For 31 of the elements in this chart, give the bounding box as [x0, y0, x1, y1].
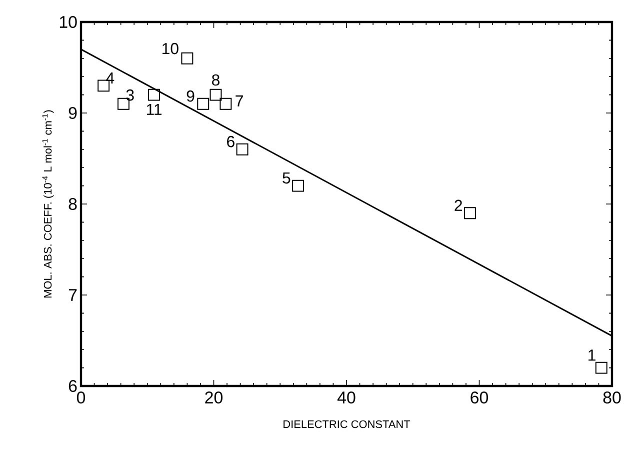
- x-tick-label: 40: [337, 392, 356, 404]
- annotation: 11: [146, 104, 162, 115]
- x-tick-label: 0: [76, 392, 86, 404]
- annotation: 3: [126, 89, 134, 101]
- y-axis-title: MOL. ABS. COEFF. (10$^{-4}$ L mol$^{-1}$ cm$^{-1}$): [42, 110, 54, 298]
- point: [181, 52, 194, 64]
- point: [595, 362, 608, 374]
- x-tick-label: 20: [205, 392, 223, 404]
- point: [220, 98, 232, 110]
- annotation: 9: [186, 90, 194, 102]
- annotation: 5: [282, 172, 290, 184]
- annotation: 10: [162, 42, 178, 54]
- point: [292, 180, 304, 192]
- y-tick-label: 6: [68, 380, 77, 392]
- point: [148, 88, 160, 101]
- point: [210, 88, 222, 101]
- annotation: 8: [212, 74, 220, 86]
- annotation: 1: [588, 350, 596, 361]
- y-tick-label: 10: [60, 16, 77, 28]
- x-tick-label: 80: [603, 392, 621, 404]
- y-tick-label: 7: [68, 289, 77, 301]
- annotation: 6: [227, 136, 234, 148]
- x-axis-title: DIELECTRIC CONSTANT: [284, 420, 410, 428]
- point: [197, 98, 210, 110]
- point: [464, 207, 476, 220]
- annotation: 7: [236, 95, 243, 106]
- y-tick-label: 8: [68, 198, 77, 210]
- point: [236, 143, 248, 156]
- y-tick-label: 9: [68, 107, 77, 119]
- x-tick-label: 60: [470, 392, 488, 404]
- annotation: 2: [454, 200, 462, 211]
